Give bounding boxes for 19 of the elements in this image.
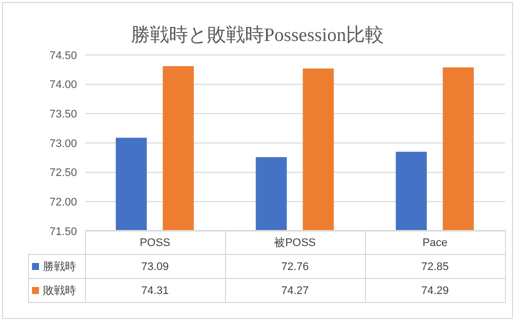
data-label: 73.09 [85,254,225,278]
x-tick-label: POSS [85,230,225,254]
legend-label: 勝戦時 [28,254,85,278]
data-label: 74.31 [85,278,225,302]
y-tick-label: 74.00 [49,79,77,92]
y-tick-label: 74.50 [49,50,77,62]
y-tick-label: 73.50 [49,108,77,121]
data-label: 72.85 [365,254,505,278]
chart-title: 勝戦時と敗戦時Possession比較 [130,24,386,48]
data-label: 74.27 [225,278,365,302]
y-tick-label: 72.50 [49,167,77,180]
y-tick-label: 71.50 [49,226,77,238]
legend-label: 敗戦時 [28,278,85,302]
data-label: 72.76 [225,254,365,278]
y-tick-label: 73.00 [49,138,77,150]
data-label: 74.29 [365,278,505,302]
x-tick-label: 被POSS [225,230,365,254]
y-tick-label: 72.00 [49,196,77,209]
x-tick-label: Pace [365,230,505,254]
